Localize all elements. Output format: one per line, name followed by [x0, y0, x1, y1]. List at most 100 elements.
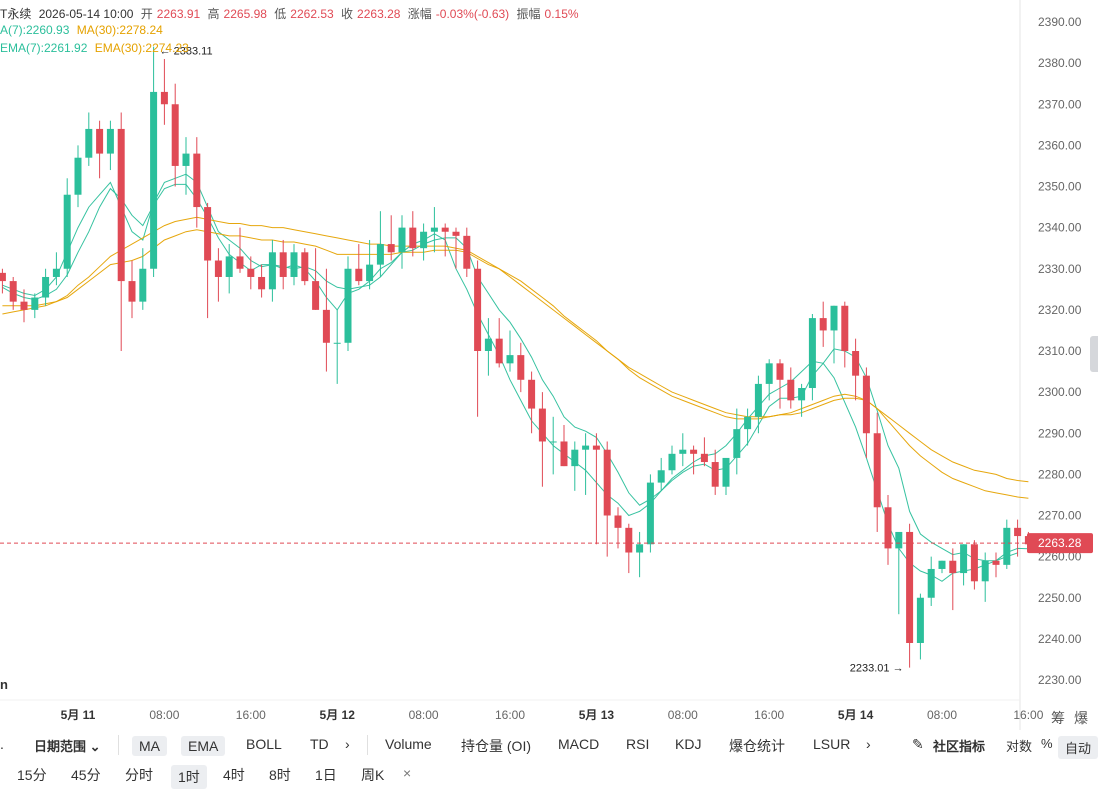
- candle-body: [787, 379, 795, 401]
- y-tick-label: 2280.00: [1038, 467, 1082, 481]
- candle-body: [960, 544, 968, 574]
- candle-body: [52, 268, 60, 277]
- candle-body: [852, 351, 860, 376]
- candle-body: [106, 128, 114, 154]
- candle-body: [1014, 527, 1022, 537]
- percent-scale-toggle[interactable]: %: [1041, 736, 1053, 751]
- candle-time: 2026-05-14 10:00: [38, 7, 134, 21]
- candle-body: [139, 268, 147, 302]
- tf-week[interactable]: 周K: [361, 767, 385, 783]
- auto-scale-toggle[interactable]: 自动: [1058, 736, 1098, 759]
- change-value: -0.03%(-0.63): [435, 7, 510, 21]
- community-indicators-button[interactable]: 社区指标: [933, 739, 986, 754]
- kdj-indicator[interactable]: KDJ: [675, 736, 702, 752]
- candle-body: [776, 363, 784, 380]
- candle-body: [117, 128, 125, 282]
- liquidation-button[interactable]: 爆: [1074, 710, 1088, 726]
- last-price-label: 2263.28: [1038, 536, 1082, 550]
- close-value: 2263.28: [357, 7, 401, 21]
- candle-body: [603, 449, 611, 516]
- high-marker-label: ← 2383.11: [160, 45, 213, 57]
- candle-body: [754, 383, 762, 417]
- y-tick-label: 2300.00: [1038, 385, 1082, 399]
- log-scale-toggle[interactable]: 对数: [1006, 739, 1033, 754]
- close-icon[interactable]: ×: [403, 765, 412, 781]
- candle-body: [830, 305, 838, 331]
- candle-body: [722, 457, 730, 487]
- oi-indicator[interactable]: 持仓量 (OI): [461, 738, 531, 754]
- candle-body: [398, 227, 406, 253]
- tf-15m[interactable]: 15分: [17, 767, 47, 783]
- side-panel-handle[interactable]: [1090, 336, 1098, 372]
- ema-toggle[interactable]: EMA: [181, 736, 226, 756]
- tf-45m[interactable]: 45分: [71, 767, 101, 783]
- rsi-indicator[interactable]: RSI: [626, 736, 650, 752]
- tf-timeshare[interactable]: 分时: [125, 767, 153, 783]
- boll-toggle[interactable]: BOLL: [246, 736, 282, 752]
- candle-body: [96, 128, 104, 154]
- candle-body: [9, 281, 17, 302]
- candle-body: [204, 207, 212, 261]
- ma-toggle[interactable]: MA: [132, 736, 167, 756]
- candle-body: [906, 531, 914, 643]
- candle-body: [733, 429, 741, 458]
- tf-1h[interactable]: 1时: [171, 765, 207, 789]
- ma30-legend: MA(30):2278.24: [76, 23, 163, 37]
- candle-body: [646, 482, 654, 545]
- candle-body: [387, 244, 395, 253]
- candle-body: [592, 445, 600, 450]
- candlestick-chart[interactable]: 2390.00 2380.00 2370.00 2360.00 2350.00 2340.…: [0, 0, 1098, 730]
- y-tick-label: 2290.00: [1038, 426, 1082, 440]
- chips-button[interactable]: 筹: [1051, 710, 1065, 726]
- lsur-indicator[interactable]: LSUR: [813, 736, 851, 752]
- high-label: 高: [207, 7, 220, 21]
- candle-body: [808, 318, 816, 389]
- volume-indicator[interactable]: Volume: [385, 736, 432, 752]
- y-tick-label: 2310.00: [1038, 344, 1082, 358]
- chevron-right-icon[interactable]: ›: [345, 736, 350, 752]
- candle-body: [495, 338, 503, 364]
- candle-body: [549, 441, 557, 443]
- chevron-right-icon[interactable]: ›: [866, 736, 871, 752]
- candle-body: [949, 560, 957, 574]
- candle-body: [322, 309, 330, 343]
- candle-body: [700, 453, 708, 463]
- candle-body: [430, 227, 438, 232]
- candle-body: [20, 301, 28, 310]
- timeframe-bar: 15分 45分 分时 1时 4时 8时 1日 周K ×: [0, 760, 1098, 789]
- y-tick-label: 2320.00: [1038, 303, 1082, 317]
- y-tick-label: 2340.00: [1038, 221, 1082, 235]
- candle-body: [506, 355, 514, 364]
- y-tick-label: 2240.00: [1038, 632, 1082, 646]
- candle-body: [301, 252, 309, 282]
- macd-indicator[interactable]: MACD: [558, 736, 600, 752]
- y-tick-label: 2330.00: [1038, 262, 1082, 276]
- y-tick-label: 2230.00: [1038, 673, 1082, 687]
- tf-8h[interactable]: 8时: [269, 767, 291, 783]
- x-tick-label: 16:00: [495, 708, 525, 722]
- x-tick-label: 16:00: [236, 708, 266, 722]
- candle-body: [171, 104, 179, 166]
- candle-body: [679, 449, 687, 454]
- series-line-ema30: [2, 229, 1029, 499]
- candle-body: [916, 597, 924, 643]
- x-tick-label: 5月 11: [61, 708, 96, 722]
- candle-body: [798, 388, 806, 401]
- ema7-legend: EMA(7):2261.92: [0, 41, 88, 55]
- td-toggle[interactable]: TD: [310, 736, 329, 752]
- date-range-button[interactable]: 日期范围 ⌄: [34, 739, 101, 754]
- candle-body: [895, 531, 903, 549]
- candle-body: [484, 338, 492, 351]
- chevron-down-icon: ⌄: [89, 739, 101, 754]
- candle-body: [927, 568, 935, 598]
- candle-body: [290, 252, 298, 277]
- open-value: 2263.91: [156, 7, 201, 21]
- tf-4h[interactable]: 4时: [223, 767, 245, 783]
- candle-body: [236, 256, 244, 269]
- candle-body: [625, 527, 633, 553]
- liquidation-stats-indicator[interactable]: 爆仓统计: [729, 738, 785, 754]
- low-marker-label: 2233.01 →: [850, 663, 904, 675]
- candle-body: [193, 153, 201, 208]
- tf-1d[interactable]: 1日: [315, 767, 337, 783]
- ema-legend: EMA(7):2261.92 EMA(30):2274.23: [0, 41, 193, 55]
